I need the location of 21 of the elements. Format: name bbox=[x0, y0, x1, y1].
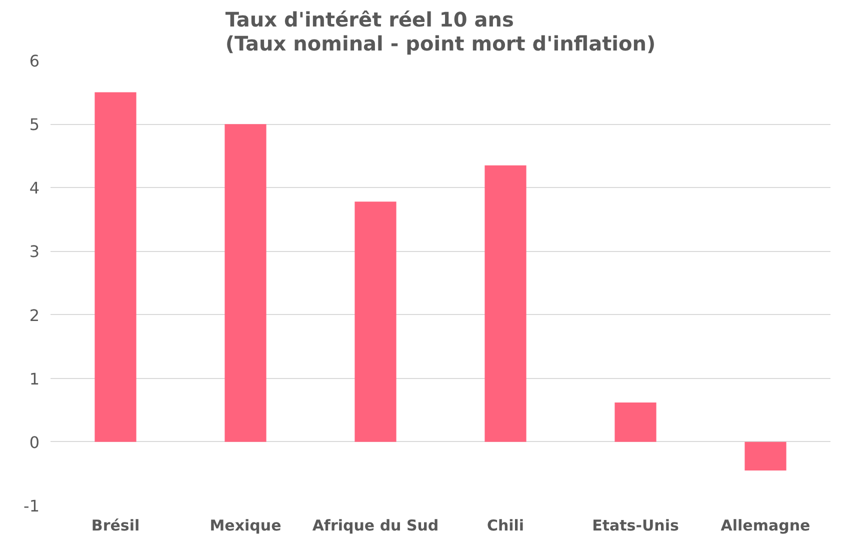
bar bbox=[614, 402, 656, 442]
y-tick-label: 1 bbox=[29, 369, 40, 388]
y-tick-label: 2 bbox=[29, 306, 40, 325]
bar bbox=[354, 202, 396, 442]
chart-title: Taux d'intérêt réel 10 ans (Taux nominal - point mort d'inflation) bbox=[225, 8, 656, 56]
x-tick-label: Allemagne bbox=[720, 516, 810, 534]
bar bbox=[224, 124, 266, 442]
y-tick-label: 6 bbox=[29, 52, 40, 70]
bar bbox=[484, 165, 526, 442]
y-tick-label: 3 bbox=[29, 242, 40, 262]
x-tick-label: Mexique bbox=[210, 516, 282, 534]
y-tick-label: 4 bbox=[29, 178, 40, 198]
x-tick-label: Etats-Unis bbox=[592, 516, 679, 534]
y-tick-label: -1 bbox=[24, 496, 40, 516]
x-tick-label: Brésil bbox=[91, 516, 140, 534]
y-tick-label: 5 bbox=[29, 115, 40, 134]
x-tick-label: Chili bbox=[486, 516, 524, 534]
y-tick-label: 0 bbox=[29, 432, 40, 452]
bar bbox=[744, 442, 786, 471]
x-tick-label: Afrique du Sud bbox=[312, 516, 439, 534]
bar bbox=[94, 92, 136, 442]
